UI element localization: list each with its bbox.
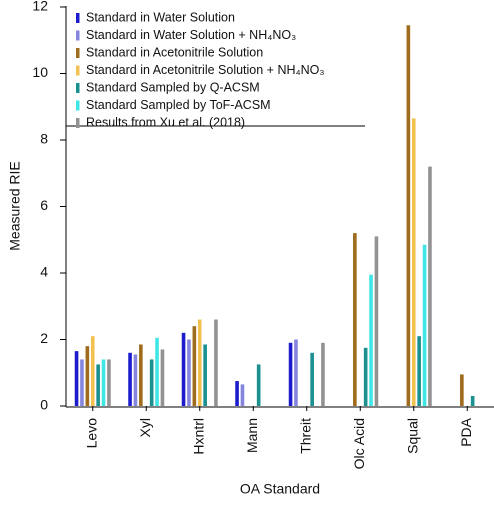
legend-marker	[76, 30, 80, 41]
bar	[374, 236, 379, 406]
legend-label: Standard in Acetonitrile Solution	[86, 45, 263, 59]
bar	[80, 359, 84, 406]
bar	[460, 374, 464, 406]
bar	[470, 396, 475, 406]
x-tick-label: Squal	[404, 418, 420, 454]
legend-marker	[76, 83, 80, 93]
bar	[353, 233, 357, 406]
x-tick-label: Threit	[297, 418, 313, 454]
bar	[155, 337, 159, 406]
y-tick-label: 2	[40, 330, 48, 346]
y-tick-label: 12	[32, 0, 48, 14]
x-tick-label: Olc Acid	[351, 418, 367, 469]
bar	[214, 319, 218, 406]
legend-label: Standard in Water Solution + NH₄NO₃	[86, 28, 296, 42]
y-tick-label: 6	[40, 197, 48, 213]
bar	[149, 359, 154, 406]
bar	[101, 359, 106, 406]
bar	[411, 118, 416, 406]
y-tick-label: 0	[40, 397, 48, 413]
legend-marker	[76, 65, 80, 76]
legend-label: Standard Sampled by Q-ACSM	[86, 80, 260, 94]
bar	[192, 326, 197, 406]
y-axis-label: Measured RIE	[7, 161, 23, 250]
bar	[96, 364, 100, 406]
x-tick-label: Xyl	[137, 418, 153, 437]
y-tick-label: 4	[40, 264, 48, 280]
bar	[74, 351, 79, 406]
legend-label: Standard in Water Solution	[86, 10, 235, 24]
legend: Standard in Water Solution Standard in Wa…	[76, 10, 324, 129]
legend-marker	[76, 118, 80, 128]
bar	[310, 352, 314, 406]
legend-marker	[76, 48, 80, 58]
bar	[406, 25, 411, 406]
bar	[363, 347, 368, 406]
bar	[107, 359, 111, 406]
bar	[428, 166, 432, 406]
legend-label: Standard Sampled by ToF-ACSM	[86, 98, 271, 112]
bar	[422, 244, 427, 406]
bar	[235, 381, 239, 406]
bar	[181, 332, 186, 406]
bar	[128, 352, 132, 406]
x-tick-label: PDA	[458, 417, 474, 446]
bar	[139, 344, 143, 406]
legend-label: Results from Xu et al. (2018)	[86, 115, 245, 129]
y-tick-label: 8	[40, 131, 48, 147]
bar	[160, 349, 165, 406]
x-tick-label: Mann	[244, 418, 260, 453]
bar	[294, 339, 298, 406]
bar	[256, 364, 261, 406]
x-axis-label: OA Standard	[240, 481, 320, 497]
bar	[90, 336, 95, 406]
bar	[85, 346, 90, 406]
y-tick-label: 10	[32, 64, 48, 80]
bar	[197, 319, 202, 406]
bar	[187, 339, 191, 406]
bar	[133, 354, 138, 406]
legend-marker	[76, 100, 80, 111]
x-tick-label: Hxntrl	[190, 418, 206, 455]
legend-marker	[76, 13, 80, 23]
bar	[288, 342, 293, 406]
bar	[240, 384, 245, 406]
bar	[321, 342, 325, 406]
x-tick-label: Levo	[83, 418, 99, 449]
bar	[417, 336, 421, 406]
legend-label: Standard in Acetonitrile Solution + NH₄N…	[86, 63, 324, 77]
bar	[203, 344, 207, 406]
bar	[369, 274, 373, 406]
